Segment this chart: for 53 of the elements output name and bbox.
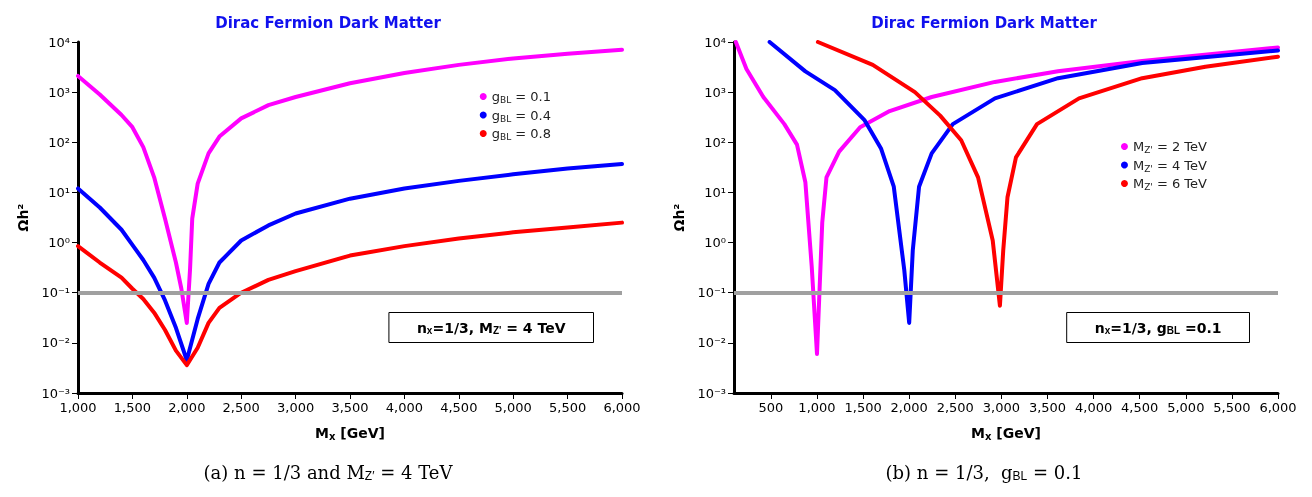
x-tick-label: 3,000 xyxy=(276,400,315,415)
x-tick-label: 3,500 xyxy=(331,400,369,415)
annotation: nx=1/3, gBL =0.1 xyxy=(1094,319,1222,336)
x-tick-label: 1,500 xyxy=(113,400,152,415)
x-tick-label: 1,000 xyxy=(798,400,836,415)
x-tick-label: 500 xyxy=(758,400,784,415)
x-axis-title: Mx [GeV] xyxy=(315,425,385,442)
chart-title: Dirac Fermion Dark Matter xyxy=(215,13,442,32)
y-tick-label: 10⁻³ xyxy=(41,385,70,401)
y-tick-label: 10⁴ xyxy=(704,34,726,50)
chart-title: Dirac Fermion Dark Matter xyxy=(871,13,1098,32)
y-tick-label: 10² xyxy=(48,134,70,150)
y-tick-label: 10⁴ xyxy=(48,34,70,50)
x-tick-label: 4,000 xyxy=(1074,400,1113,415)
line-series xyxy=(733,40,1280,356)
y-tick-label: 10⁻¹ xyxy=(697,285,726,301)
x-tick-label: 1,500 xyxy=(844,400,882,415)
x-tick-label: 3,000 xyxy=(982,400,1020,415)
x-tick-label: 2,000 xyxy=(890,400,928,415)
x-tick-label: 4,500 xyxy=(1121,400,1159,415)
y-tick-label: 10³ xyxy=(48,84,70,100)
x-tick-label: 3,500 xyxy=(1028,400,1067,415)
x-axis-title: Mx [GeV] xyxy=(971,425,1041,442)
y-tick-label: 10⁻¹ xyxy=(41,285,70,301)
x-tick-label: 5,000 xyxy=(1167,400,1205,415)
x-tick-label: 6,000 xyxy=(1259,400,1297,415)
y-tick-label: 10¹ xyxy=(48,184,70,200)
annotation: nx=1/3, MZ' = 4 TeV xyxy=(416,319,566,336)
text: (a) n = 1/3 and MZ′ = 4 TeV xyxy=(203,461,454,483)
line-series xyxy=(76,161,624,363)
x-tick-label: 2,000 xyxy=(168,400,206,415)
y-tick-label: 10⁻² xyxy=(41,335,70,351)
line-series xyxy=(76,47,624,325)
x-tick-label: 1,000 xyxy=(59,400,97,415)
line-series xyxy=(76,220,624,368)
y-tick-label: 10⁰ xyxy=(48,235,70,251)
y-tick-label: 10³ xyxy=(704,84,726,100)
y-tick-label: 10² xyxy=(704,134,726,150)
x-tick-label: 2,500 xyxy=(222,400,260,415)
x-tick-label: 2,500 xyxy=(936,400,974,415)
y-tick-label: 10⁻² xyxy=(697,335,726,351)
text: (b) n = 1/3, gBL = 0.1 xyxy=(885,461,1083,483)
x-tick-label: 5,500 xyxy=(548,400,587,415)
x-tick-label: 5,500 xyxy=(1213,400,1251,415)
x-tick-label: 4,500 xyxy=(440,400,478,415)
y-axis-title: Ωh² xyxy=(15,203,31,232)
x-tick-label: 6,000 xyxy=(603,400,641,415)
y-tick-label: 10⁻³ xyxy=(697,385,726,401)
y-axis-title: Ωh² xyxy=(671,203,687,232)
x-tick-label: 4,000 xyxy=(385,400,424,415)
x-tick-label: 5,000 xyxy=(494,400,532,415)
y-tick-label: 10⁰ xyxy=(704,235,726,251)
y-tick-label: 10¹ xyxy=(704,184,726,200)
